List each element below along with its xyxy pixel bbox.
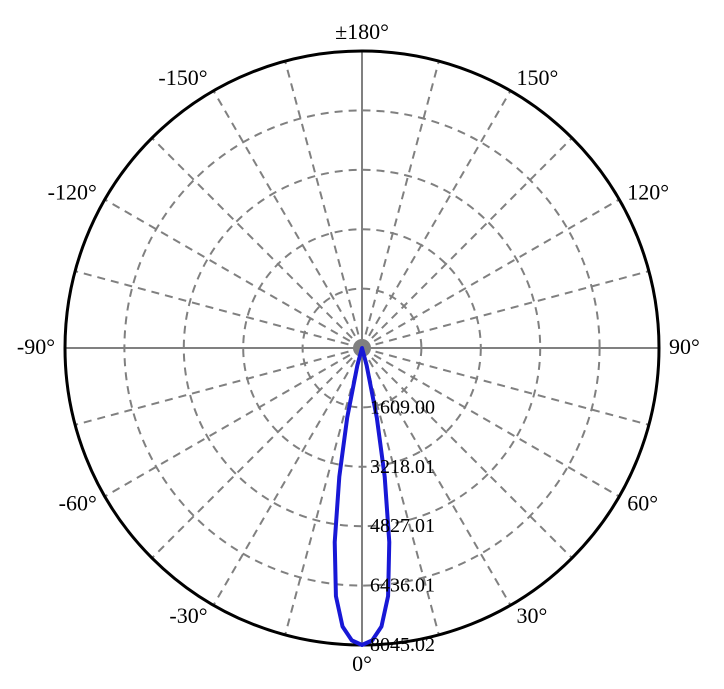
angle-label: -150° <box>158 65 207 90</box>
angle-label: -90° <box>17 334 55 359</box>
angle-label: ±180° <box>335 19 389 44</box>
radial-tick-label: 6436.01 <box>370 575 435 597</box>
polar-chart: 1609.00 3218.01 4827.01 6436.01 8045.02 ±180°… <box>0 0 724 689</box>
angle-label: 0° <box>352 651 372 676</box>
angle-label: 30° <box>517 603 548 628</box>
angle-label: 120° <box>627 180 669 205</box>
radial-tick-label: 1609.00 <box>370 396 435 418</box>
angle-label: 60° <box>627 491 658 516</box>
radial-tick-label: 8045.02 <box>370 634 435 656</box>
angle-label: 150° <box>517 65 559 90</box>
angle-label: -30° <box>169 603 207 628</box>
radial-tick-label: 4827.01 <box>370 515 435 537</box>
angle-label: -120° <box>48 180 97 205</box>
radial-tick-label: 3218.01 <box>370 456 435 478</box>
angle-label: -60° <box>59 491 97 516</box>
angle-label: 90° <box>669 334 700 359</box>
